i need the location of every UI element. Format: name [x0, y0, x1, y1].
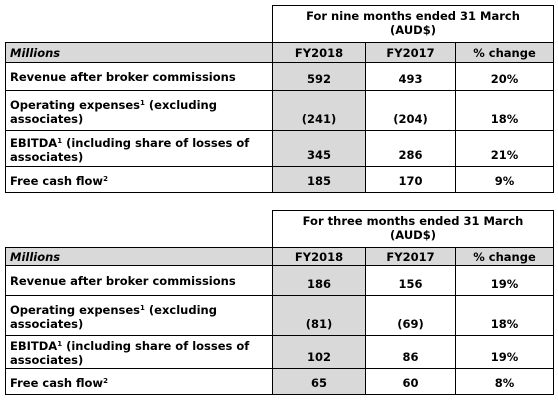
- value-cell: 86: [365, 335, 456, 369]
- data-row: Free cash flow2 185 170 9%: [5, 166, 555, 193]
- unit-cell: Millions: [5, 247, 273, 266]
- currency: (AUD$): [390, 228, 436, 242]
- value-cell: 65: [272, 368, 366, 395]
- footnote-ref: 1: [57, 136, 63, 145]
- value-cell: 19%: [454, 335, 555, 369]
- footnote-ref: 1: [140, 98, 145, 107]
- value-cell: 493: [365, 62, 456, 91]
- label: Operating expenses: [10, 302, 141, 317]
- value-cell: 20%: [454, 62, 555, 91]
- value-cell: 286: [365, 130, 456, 167]
- period-header: For three months ended 31 March (AUD$): [271, 210, 555, 248]
- data-table: For three months ended 31 March (AUD$) Mil…: [5, 210, 555, 395]
- label: Free cash flow: [10, 173, 104, 188]
- data-table: For nine months ended 31 March (AUD$) Mill…: [5, 5, 555, 193]
- header-row: For three months ended 31 March (AUD$): [5, 210, 555, 248]
- value-cell: 60: [365, 368, 456, 395]
- label: EBITDA: [10, 339, 58, 353]
- column-header: FY2017: [365, 247, 456, 266]
- value-cell: 186: [272, 265, 366, 296]
- value-cell: 102: [272, 335, 366, 369]
- value-cell: 18%: [454, 295, 555, 336]
- label-rest: (including share of losses of associates…: [10, 339, 250, 367]
- label: Revenue after broker commissions: [10, 69, 236, 84]
- row-label: Operating expenses1 (excluding associate…: [5, 295, 273, 336]
- column-header: FY2018: [272, 42, 366, 63]
- unit-cell: Millions: [5, 42, 273, 63]
- data-row: Free cash flow2 65 60 8%: [5, 368, 555, 395]
- value-cell: 18%: [454, 90, 555, 131]
- footnote-ref: 2: [103, 174, 108, 183]
- value-cell: 156: [365, 265, 456, 296]
- value-cell: 9%: [454, 166, 555, 193]
- blank-cell: [5, 5, 273, 43]
- value-cell: (241): [272, 90, 366, 131]
- period: For three months ended 31 March: [302, 214, 524, 228]
- row-label: Revenue after broker commissions: [5, 265, 273, 296]
- value-cell: (81): [272, 295, 366, 336]
- footnote-ref: 2: [103, 376, 108, 385]
- label-rest: (excluding associates): [10, 302, 217, 331]
- footnote-ref: 1: [140, 303, 145, 312]
- value-cell: 592: [272, 62, 366, 91]
- column-header: % change: [454, 247, 555, 266]
- value-cell: 170: [365, 166, 456, 193]
- label: Operating expenses: [10, 97, 141, 112]
- data-row: EBITDA1 (including share of losses of as…: [5, 335, 555, 369]
- blank-cell: [5, 210, 273, 248]
- label-rest: (including share of losses of associates…: [10, 135, 250, 164]
- currency: (AUD$): [390, 23, 436, 37]
- row-label: EBITDA1 (including share of losses of as…: [5, 130, 273, 167]
- period-header: For nine months ended 31 March (AUD$): [271, 5, 555, 43]
- period: For nine months ended 31 March: [306, 9, 520, 23]
- footnote-ref: 1: [57, 340, 63, 348]
- value-cell: 21%: [454, 130, 555, 167]
- value-cell: (204): [365, 90, 456, 131]
- data-row: Operating expenses1 (excluding associate…: [5, 295, 555, 336]
- label: Free cash flow: [10, 375, 104, 390]
- data-row: Revenue after broker commissions 186 156 19…: [5, 265, 555, 296]
- unit-row: Millions FY2018 FY2017% change: [5, 42, 555, 63]
- row-label: EBITDA1 (including share of losses of as…: [5, 335, 273, 369]
- row-label: Revenue after broker commissions: [5, 62, 273, 91]
- data-row: Revenue after broker commissions 592 493 20…: [5, 62, 555, 91]
- label-rest: (excluding associates): [10, 97, 217, 126]
- data-row: EBITDA1 (including share of losses of as…: [5, 130, 555, 167]
- row-label: Free cash flow2: [5, 166, 273, 193]
- label: EBITDA: [10, 135, 58, 150]
- data-row: Operating expenses1 (excluding associate…: [5, 90, 555, 131]
- header-row: For nine months ended 31 March (AUD$): [5, 5, 555, 43]
- label: Revenue after broker commissions: [10, 273, 236, 288]
- value-cell: (69): [365, 295, 456, 336]
- unit-row: Millions FY2018 FY2017% change: [5, 247, 555, 266]
- value-cell: 185: [272, 166, 366, 193]
- row-label: Free cash flow2: [5, 368, 273, 395]
- column-header: FY2017: [365, 42, 456, 63]
- column-header: % change: [454, 42, 555, 63]
- value-cell: 8%: [454, 368, 555, 395]
- value-cell: 345: [272, 130, 366, 167]
- column-header: FY2018: [272, 247, 366, 266]
- row-label: Operating expenses1 (excluding associate…: [5, 90, 273, 131]
- value-cell: 19%: [454, 265, 555, 296]
